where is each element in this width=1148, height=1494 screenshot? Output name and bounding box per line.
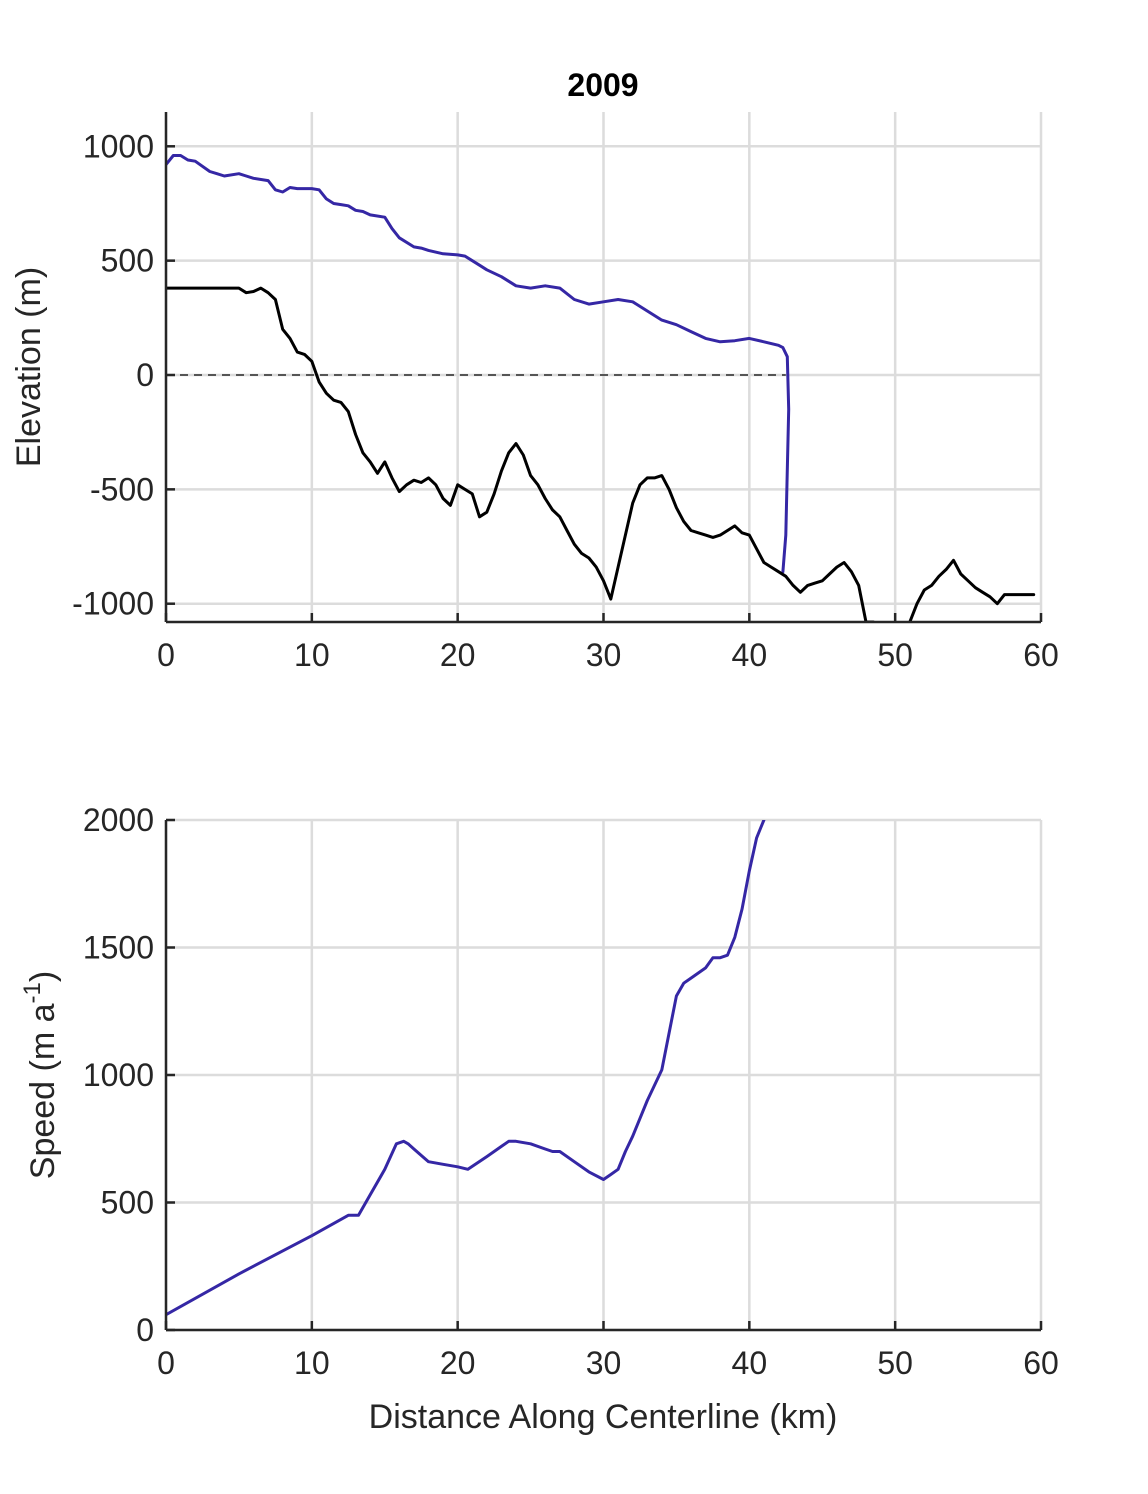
speed-x-tick-label: 20 (440, 1345, 476, 1381)
speed-x-tick-labels: 0 10 20 30 40 50 60 (157, 1345, 1059, 1381)
speed-y-axis-label-superscript: -1 (19, 982, 46, 1003)
elevation-x-tick-label: 40 (732, 637, 768, 673)
speed-x-tick-label: 40 (732, 1345, 768, 1381)
elevation-series (166, 154, 1036, 622)
elevation-y-tick-label: -1000 (72, 586, 154, 622)
speed-y-tick-labels: 0 500 1000 1500 2000 (83, 802, 154, 1348)
elevation-y-tick-label: 500 (101, 243, 154, 279)
elevation-x-tick-label: 30 (586, 637, 622, 673)
elevation-series-line-2 (908, 558, 1036, 622)
elevation-x-tick-label: 20 (440, 637, 476, 673)
speed-y-axis-label: Speed (m a-1) (19, 971, 62, 1179)
elevation-y-tick-label: 0 (136, 357, 154, 393)
elevation-series-line-0 (166, 154, 791, 574)
elevation-x-tick-label: 0 (157, 637, 175, 673)
speed-y-axis-label-close: ) (24, 971, 62, 982)
speed-x-tick-label: 0 (157, 1345, 175, 1381)
speed-chart: 0 10 20 30 40 50 60 0 500 1000 1500 2000 Speed (m … (19, 802, 1059, 1436)
speed-x-tick-label: 50 (877, 1345, 913, 1381)
speed-x-tick-label: 60 (1023, 1345, 1059, 1381)
elevation-y-axis-label: Elevation (m) (10, 267, 48, 467)
speed-grid (164, 818, 1043, 1332)
speed-y-tick-label: 1500 (83, 930, 154, 966)
elevation-x-tick-labels: 0 10 20 30 40 50 60 (157, 637, 1059, 673)
speed-y-tick-label: 500 (101, 1185, 154, 1221)
elevation-series-line-1 (166, 286, 875, 622)
speed-x-tick-label: 30 (586, 1345, 622, 1381)
speed-y-tick-label: 1000 (83, 1057, 154, 1093)
speed-series-line-0 (166, 820, 766, 1317)
elevation-grid (164, 112, 1043, 622)
elevation-x-tick-label: 10 (294, 637, 330, 673)
speed-y-axis-label-main: Speed (m a (24, 1003, 62, 1179)
speed-x-tick-label: 10 (294, 1345, 330, 1381)
elevation-chart: 2009 0 10 20 30 40 50 60 -1000 -500 0 500 1000 Ele… (10, 67, 1059, 673)
elevation-x-tick-label: 50 (877, 637, 913, 673)
elevation-x-tick-label: 60 (1023, 637, 1059, 673)
speed-series (166, 820, 766, 1317)
elevation-y-tick-label: -500 (90, 471, 154, 507)
elevation-y-tick-labels: -1000 -500 0 500 1000 (72, 128, 154, 621)
speed-y-tick-label: 0 (136, 1312, 154, 1348)
chart-title: 2009 (567, 67, 638, 103)
elevation-axes (164, 112, 1043, 624)
elevation-y-tick-label: 1000 (83, 128, 154, 164)
speed-axes (164, 818, 1043, 1332)
x-axis-label: Distance Along Centerline (km) (369, 1398, 838, 1436)
speed-y-tick-label: 2000 (83, 802, 154, 838)
